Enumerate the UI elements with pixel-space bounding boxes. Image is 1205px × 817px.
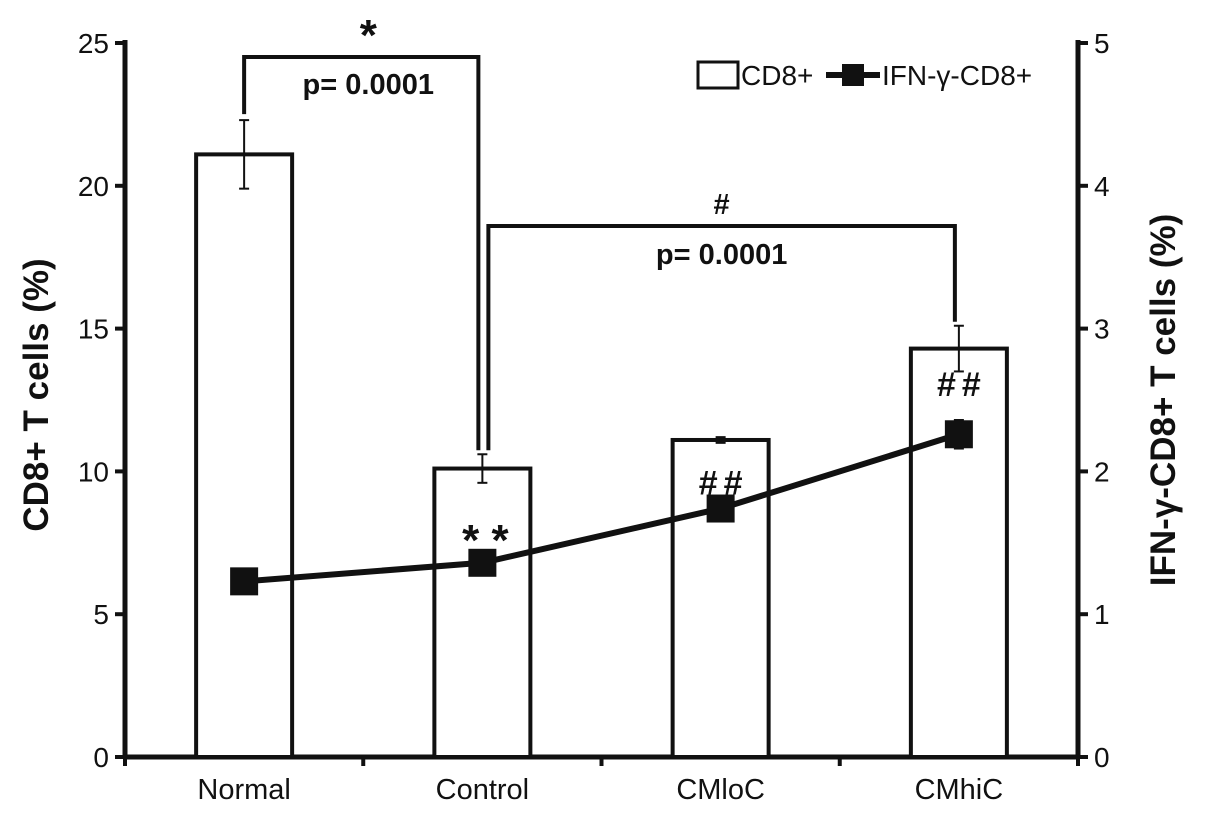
right-tick-label: 2	[1094, 456, 1110, 487]
left-tick-label: 20	[78, 171, 109, 202]
legend-marker-ifn	[842, 64, 864, 86]
bracket-symbol: #	[714, 189, 730, 221]
left-tick-label: 15	[78, 314, 109, 345]
bar	[670, 437, 771, 759]
ifn-point	[468, 548, 497, 577]
legend: CD8+ IFN-γ-CD8+	[696, 60, 1032, 91]
bar	[908, 346, 1009, 759]
ifn-point	[944, 420, 973, 449]
right-axis-title: IFN-γ-CD8+ T cells (%)	[1144, 214, 1183, 586]
left-axis-title: CD8+ T cells (%)	[17, 258, 56, 531]
right-tick-label: 0	[1094, 742, 1110, 773]
legend-label-cd8: CD8+	[741, 60, 813, 91]
right-tick-label: 5	[1094, 28, 1110, 59]
left-tick-label: 10	[78, 456, 109, 487]
ifn-line	[243, 431, 960, 585]
significance-bracket	[242, 55, 481, 451]
significance-mark: ##	[699, 465, 749, 503]
bracket-pvalue: p= 0.0001	[303, 69, 434, 101]
right-tick-label: 4	[1094, 171, 1110, 202]
left-tick-label: 25	[78, 28, 109, 59]
legend-swatch-cd8	[696, 60, 740, 90]
x-tick-label: CMhiC	[915, 774, 1004, 806]
x-tick-label: CMloC	[676, 774, 765, 806]
bracket-symbol: *	[360, 11, 378, 60]
significance-mark: ##	[937, 366, 987, 404]
bracket-pvalue: p= 0.0001	[656, 239, 787, 271]
ifn-point	[230, 567, 259, 596]
left-tick-label: 0	[93, 742, 109, 773]
x-tick-label: Normal	[197, 774, 290, 806]
right-tick-label: 1	[1094, 599, 1110, 630]
x-tick-label: Control	[436, 774, 530, 806]
bar	[432, 466, 533, 759]
line-series	[230, 418, 973, 596]
legend-label-ifn: IFN-γ-CD8+	[882, 60, 1032, 91]
bar	[194, 152, 295, 760]
significance-bracket	[486, 224, 957, 451]
bars	[194, 119, 1009, 760]
significance-mark: * *	[462, 516, 509, 565]
annotations: * p= 0.0001 # p= 0.0001 * * ## ##	[242, 11, 987, 565]
right-tick-label: 3	[1094, 314, 1110, 345]
ifn-point	[706, 494, 735, 523]
left-tick-label: 5	[93, 599, 109, 630]
